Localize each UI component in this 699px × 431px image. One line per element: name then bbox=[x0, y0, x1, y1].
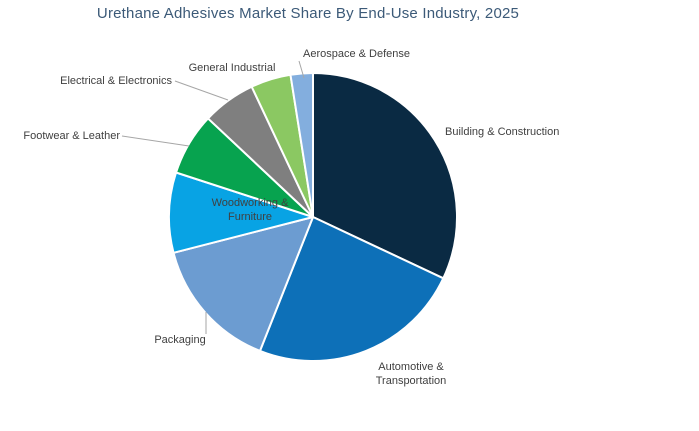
pie-slice-aerospace-defense bbox=[289, 71, 314, 218]
pie-slice-woodworking-furniture bbox=[167, 171, 314, 254]
pie-slice-automotive-transportation bbox=[258, 216, 445, 362]
leader-line-electrical-electronics bbox=[174, 80, 229, 101]
leader-line-aerospace-defense bbox=[298, 60, 305, 79]
slice-label-building-construction: Building & Construction bbox=[445, 126, 559, 138]
leader-line-footwear-leather bbox=[121, 135, 190, 147]
slice-label-general-industrial: General Industrial bbox=[189, 62, 276, 74]
chart-title: Urethane Adhesives Market Share By End-U… bbox=[96, 5, 520, 22]
slice-label-electrical-electronics: Electrical & Electronics bbox=[60, 75, 172, 87]
slice-label-footwear-leather: Footwear & Leather bbox=[23, 130, 120, 142]
pie-slice-building-construction bbox=[312, 72, 458, 280]
slice-label-aerospace-defense: Aerospace & Defense bbox=[303, 48, 410, 60]
slice-label-woodworking-furniture: Woodworking & Furniture bbox=[212, 197, 289, 223]
slice-label-automotive-transportation: Automotive & Transportation bbox=[376, 361, 447, 387]
slice-label-packaging: Packaging bbox=[154, 334, 205, 346]
pie-slice-packaging bbox=[172, 216, 314, 352]
